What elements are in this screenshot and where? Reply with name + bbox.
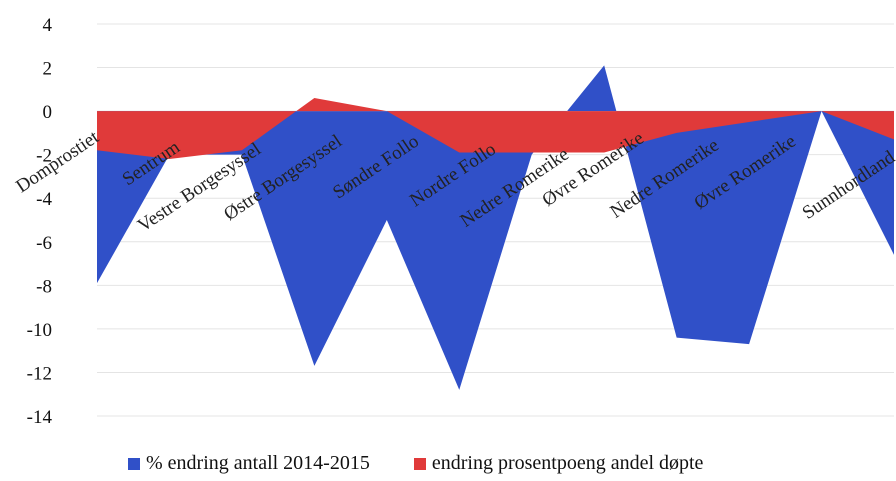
legend: % endring antall 2014-2015 endring prose… bbox=[128, 452, 703, 475]
y-tick-label: -10 bbox=[27, 320, 52, 341]
legend-label-series-1: % endring antall 2014-2015 bbox=[146, 452, 370, 474]
area-series-2 bbox=[97, 98, 894, 160]
y-tick-label: 2 bbox=[43, 59, 53, 80]
y-tick-label: 4 bbox=[43, 15, 53, 36]
y-tick-label: -4 bbox=[36, 189, 52, 210]
series-areas bbox=[97, 65, 894, 390]
legend-label-series-2: endring prosentpoeng andel døpte bbox=[431, 452, 704, 474]
y-tick-label: -8 bbox=[36, 276, 52, 297]
y-tick-label: 0 bbox=[43, 102, 53, 123]
legend-item-series-1: % endring antall 2014-2015 bbox=[128, 452, 370, 475]
legend-swatch-series-1 bbox=[128, 457, 140, 470]
y-axis-ticks: 4 2 0 -2 -4 -6 -8 -10 -12 -14 bbox=[27, 15, 53, 428]
legend-swatch-series-2 bbox=[413, 457, 426, 470]
y-tick-label: -2 bbox=[36, 146, 52, 167]
y-tick-label: -6 bbox=[36, 233, 52, 254]
legend-item-series-2: endring prosentpoeng andel døpte bbox=[413, 452, 704, 475]
x-category-label: Domprostiet bbox=[12, 126, 103, 197]
y-tick-label: -12 bbox=[27, 363, 52, 384]
area-series-1 bbox=[97, 65, 894, 390]
y-tick-label: -14 bbox=[27, 407, 53, 428]
